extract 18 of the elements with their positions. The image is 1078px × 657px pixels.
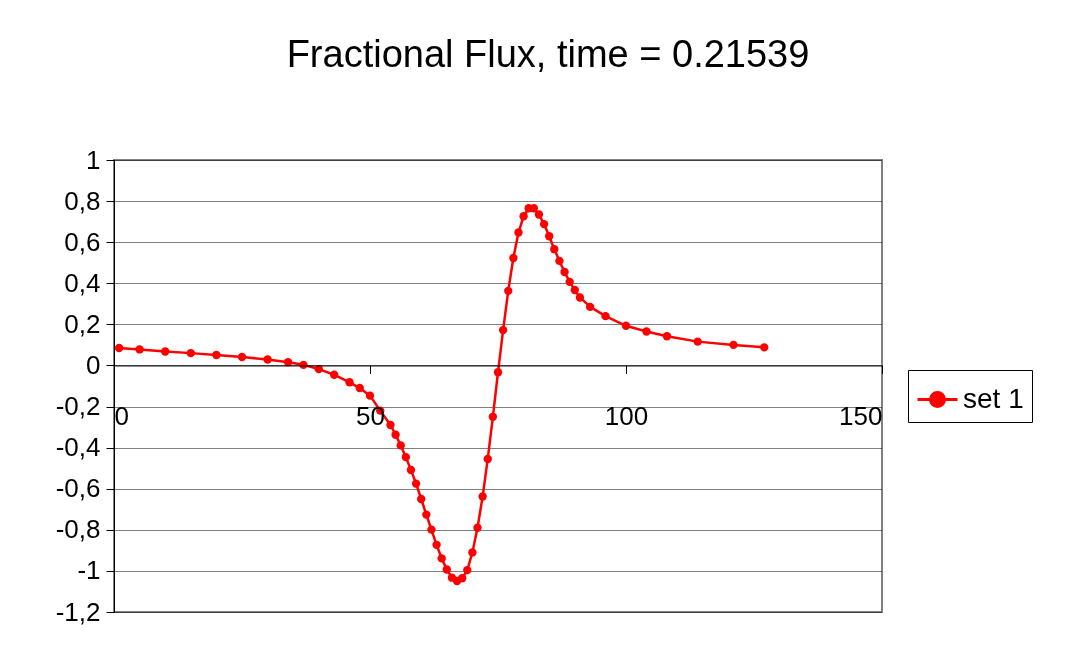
y-tick-label: 0 bbox=[86, 349, 101, 380]
y-tick-label: -1,2 bbox=[55, 596, 101, 627]
y-tick-label: -1 bbox=[77, 555, 101, 586]
y-tick-label: -0,4 bbox=[55, 432, 101, 463]
y-tick-label: 0,4 bbox=[64, 267, 101, 298]
x-tick-label: 0 bbox=[114, 400, 129, 431]
x-tick-label: 150 bbox=[839, 400, 883, 431]
x-tick-label: 50 bbox=[356, 400, 385, 431]
y-tick-label: -0,8 bbox=[55, 514, 101, 545]
x-tick-label: 100 bbox=[604, 400, 649, 431]
legend-label: set 1 bbox=[963, 382, 1024, 414]
y-tick-label: -0,2 bbox=[55, 391, 101, 422]
y-tick-label: 1 bbox=[86, 144, 101, 175]
y-tick-label: 0,2 bbox=[64, 308, 101, 339]
y-tick-label: -0,6 bbox=[55, 473, 101, 504]
chart-title: Fractional Flux, time = 0.21539 bbox=[286, 33, 810, 75]
y-tick-label: 0,8 bbox=[64, 185, 101, 216]
y-tick-label: 0,6 bbox=[64, 226, 101, 257]
